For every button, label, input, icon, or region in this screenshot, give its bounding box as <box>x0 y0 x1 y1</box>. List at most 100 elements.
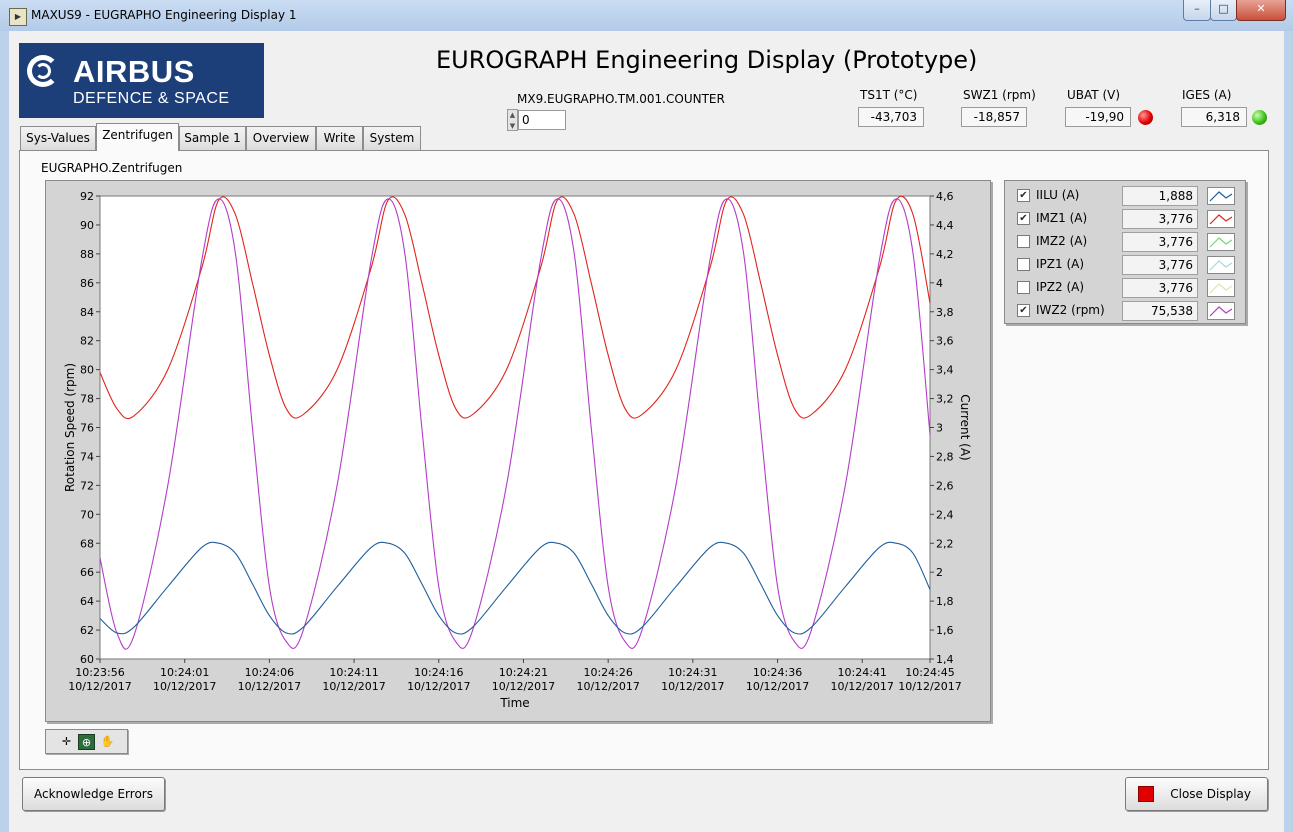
y-tick-label: 84 <box>80 306 94 319</box>
tab-sample-1[interactable]: Sample 1 <box>179 126 246 150</box>
legend-series-name: IMZ2 (A) <box>1036 234 1088 248</box>
airbus-ring-icon <box>27 55 59 87</box>
ts1t-value: -43,703 <box>858 107 924 127</box>
legend-checkbox[interactable] <box>1017 235 1030 248</box>
iges-status-led-icon <box>1252 110 1267 125</box>
y-right-tick-label: 1,8 <box>936 595 954 608</box>
tab-write[interactable]: Write <box>316 126 363 150</box>
legend-series-value: 3,776 <box>1122 255 1198 275</box>
x-tick-time-label: 10:23:56 <box>75 666 124 679</box>
y-tick-label: 86 <box>80 277 94 290</box>
close-display-label: Close Display <box>1170 787 1251 801</box>
close-display-button[interactable]: Close Display <box>1125 777 1268 811</box>
legend-checkbox[interactable]: ✔ <box>1017 304 1030 317</box>
y-tick-label: 62 <box>80 624 94 637</box>
legend-checkbox[interactable]: ✔ <box>1017 212 1030 225</box>
y-right-tick-label: 2,4 <box>936 508 954 521</box>
legend-line-swatch-icon[interactable] <box>1207 302 1235 320</box>
y-tick-label: 72 <box>80 479 94 492</box>
x-tick-date-label: 10/12/2017 <box>153 680 216 693</box>
zoom-tool-icon[interactable]: ⊕ <box>78 734 95 750</box>
tab-overview[interactable]: Overview <box>246 126 316 150</box>
x-tick-date-label: 10/12/2017 <box>898 680 961 693</box>
window-frame-left <box>0 31 9 832</box>
ubat-label: UBAT (V) <box>1067 88 1121 102</box>
y-right-tick-label: 1,4 <box>936 653 954 666</box>
plot-area <box>99 195 931 660</box>
legend-series-name: IILU (A) <box>1036 188 1080 202</box>
y-tick-label: 68 <box>80 537 94 550</box>
counter-input[interactable]: 0 <box>518 110 566 130</box>
y-right-tick-label: 1,6 <box>936 624 954 637</box>
y-right-tick-label: 3 <box>936 422 943 435</box>
legend-row: ✔ IWZ2 (rpm) 75,538 <box>1005 300 1245 322</box>
window-title-bar[interactable]: ▶ MAXUS9 - EUGRAPHO Engineering Display … <box>0 0 1293 32</box>
chart-svg: 60 62 64 66 68 70 72 74 76 78 80 82 84 86 88 90 92 1,4 1,6… <box>63 190 972 710</box>
x-tick-date-label: 10/12/2017 <box>576 680 639 693</box>
x-tick-time-label: 10:24:21 <box>499 666 548 679</box>
legend-series-value: 1,888 <box>1122 186 1198 206</box>
x-tick-time-label: 10:24:36 <box>753 666 802 679</box>
pan-hand-icon[interactable]: ✋ <box>100 735 115 748</box>
cursor-tool-icon[interactable]: ✛ <box>61 735 72 748</box>
legend-row: IPZ2 (A) 3,776 <box>1005 277 1245 299</box>
legend-checkbox[interactable]: ✔ <box>1017 189 1030 202</box>
y-right-tick-label: 4,2 <box>936 248 954 261</box>
y-right-axis-label: Current (A) <box>958 394 972 460</box>
swz1-value: -18,857 <box>961 107 1027 127</box>
acknowledge-errors-button[interactable]: Acknowledge Errors <box>22 777 165 811</box>
x-tick-date-label: 10/12/2017 <box>322 680 385 693</box>
legend-checkbox[interactable] <box>1017 281 1030 294</box>
x-tick-time-label: 10:24:45 <box>905 666 954 679</box>
close-window-button[interactable]: ✕ <box>1236 0 1286 21</box>
page-title: EUROGRAPH Engineering Display (Prototype… <box>436 46 978 74</box>
y-tick-label: 92 <box>80 190 94 203</box>
tab-zentrifugen[interactable]: Zentrifugen <box>96 123 179 151</box>
ubat-status-led-icon <box>1138 110 1153 125</box>
x-tick-time-label: 10:24:41 <box>838 666 887 679</box>
iges-label: IGES (A) <box>1182 88 1232 102</box>
legend-line-swatch-icon[interactable] <box>1207 256 1235 274</box>
y-right-tick-label: 2 <box>936 566 943 579</box>
y-tick-label: 76 <box>80 422 94 435</box>
y-tick-label: 74 <box>80 450 94 463</box>
x-tick-time-label: 10:24:31 <box>668 666 717 679</box>
legend-series-value: 75,538 <box>1122 301 1198 321</box>
iges-value: 6,318 <box>1181 107 1247 127</box>
legend-checkbox[interactable] <box>1017 258 1030 271</box>
x-tick-date-label: 10/12/2017 <box>68 680 131 693</box>
y-tick-label: 60 <box>80 653 94 666</box>
graph-label: EUGRAPHO.Zentrifugen <box>41 161 183 175</box>
window-title: MAXUS9 - EUGRAPHO Engineering Display 1 <box>31 8 297 22</box>
legend-row: IMZ2 (A) 3,776 <box>1005 231 1245 253</box>
y-right-tick-label: 3,4 <box>936 364 954 377</box>
tab-sys-values[interactable]: Sys-Values <box>20 126 96 150</box>
series-line <box>99 195 931 420</box>
x-tick-date-label: 10/12/2017 <box>238 680 301 693</box>
y-axis-label: Rotation Speed (rpm) <box>63 363 77 492</box>
series-line <box>99 198 931 650</box>
minimize-button[interactable]: – <box>1183 0 1211 21</box>
counter-increment-decrement[interactable]: ▲ ▼ <box>507 109 518 131</box>
legend-series-name: IPZ2 (A) <box>1036 280 1085 294</box>
y-tick-label: 80 <box>80 364 94 377</box>
legend-line-swatch-icon[interactable] <box>1207 210 1235 228</box>
logo-brand: AIRBUS <box>73 54 195 89</box>
maximize-button[interactable]: □ <box>1210 0 1237 21</box>
legend-row: IPZ1 (A) 3,776 <box>1005 254 1245 276</box>
y-right-tick-label: 4 <box>936 277 943 290</box>
legend-line-swatch-icon[interactable] <box>1207 187 1235 205</box>
app-icon: ▶ <box>9 8 27 26</box>
legend-line-swatch-icon[interactable] <box>1207 233 1235 251</box>
y-tick-label: 64 <box>80 595 94 608</box>
y-tick-label: 78 <box>80 393 94 406</box>
y-right-tick-label: 2,8 <box>936 450 954 463</box>
tab-system[interactable]: System <box>363 126 421 150</box>
y-tick-label: 70 <box>80 508 94 521</box>
logo-subtitle: DEFENCE & SPACE <box>73 90 230 107</box>
legend-line-swatch-icon[interactable] <box>1207 279 1235 297</box>
waveform-chart[interactable]: 60 62 64 66 68 70 72 74 76 78 80 82 84 86 88 90 92 1,4 1,6… <box>45 180 991 722</box>
swz1-label: SWZ1 (rpm) <box>963 88 1036 102</box>
y-tick-label: 88 <box>80 248 94 261</box>
y-tick-label: 90 <box>80 219 94 232</box>
